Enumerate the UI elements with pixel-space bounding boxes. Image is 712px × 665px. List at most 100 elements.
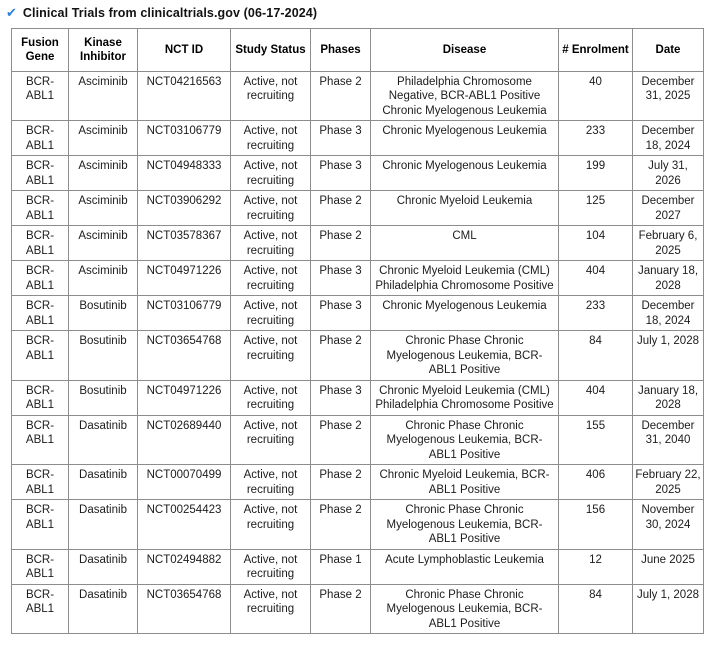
cell-fusion-gene: BCR-ABL1 bbox=[11, 260, 69, 297]
cell-phases: Phase 3 bbox=[310, 295, 371, 332]
cell-nct-id: NCT04971226 bbox=[137, 260, 231, 297]
cell-enrolment: 404 bbox=[558, 260, 633, 297]
cell-kinase-inhibitor: Asciminib bbox=[68, 260, 138, 297]
column-header-enrolment[interactable]: # Enrolment bbox=[558, 28, 633, 72]
cell-kinase-inhibitor: Asciminib bbox=[68, 155, 138, 192]
clinical-trials-table: Fusion Gene Kinase Inhibitor NCT ID Stud… bbox=[11, 28, 704, 634]
column-header-fusion-gene[interactable]: Fusion Gene bbox=[11, 28, 69, 72]
cell-date: November 30, 2024 bbox=[632, 499, 704, 550]
column-header-disease[interactable]: Disease bbox=[370, 28, 559, 72]
cell-disease: Chronic Phase Chronic Myelogenous Leukem… bbox=[370, 414, 559, 466]
cell-nct-id: NCT03106779 bbox=[137, 295, 231, 332]
cell-fusion-gene: BCR-ABL1 bbox=[11, 120, 69, 157]
cell-study-status: Active, not recruiting bbox=[230, 583, 311, 634]
table-row[interactable]: BCR-ABL1 Asciminib NCT03906292 Active, not … bbox=[11, 190, 704, 227]
cell-nct-id: NCT04971226 bbox=[137, 379, 231, 416]
cell-fusion-gene: BCR-ABL1 bbox=[11, 330, 69, 381]
table-row[interactable]: BCR-ABL1 Asciminib NCT03578367 Active, not … bbox=[11, 225, 704, 262]
cell-study-status: Active, not recruiting bbox=[230, 120, 311, 157]
cell-enrolment: 156 bbox=[558, 499, 633, 550]
column-header-kinase-inhibitor[interactable]: Kinase Inhibitor bbox=[68, 28, 138, 72]
cell-nct-id: NCT04216563 bbox=[137, 70, 231, 122]
cell-disease: Chronic Myeloid Leukemia (CML) Philadelp… bbox=[370, 379, 559, 416]
cell-nct-id: NCT00254423 bbox=[137, 499, 231, 550]
table-body: BCR-ABL1 Asciminib NCT04216563 Active, not … bbox=[11, 70, 704, 634]
cell-enrolment: 155 bbox=[558, 414, 633, 466]
column-header-phases[interactable]: Phases bbox=[310, 28, 371, 72]
cell-nct-id: NCT00070499 bbox=[137, 464, 231, 501]
cell-phases: Phase 2 bbox=[310, 225, 371, 262]
table-row[interactable]: BCR-ABL1 Bosutinib NCT03106779 Active, not … bbox=[11, 295, 704, 332]
cell-study-status: Active, not recruiting bbox=[230, 464, 311, 501]
cell-disease: Chronic Myelogenous Leukemia bbox=[370, 155, 559, 192]
cell-enrolment: 84 bbox=[558, 583, 633, 634]
cell-phases: Phase 2 bbox=[310, 330, 371, 381]
cell-enrolment: 104 bbox=[558, 225, 633, 262]
cell-enrolment: 233 bbox=[558, 120, 633, 157]
cell-kinase-inhibitor: Dasatinib bbox=[68, 583, 138, 634]
table-row[interactable]: BCR-ABL1 Dasatinib NCT00254423 Active, not … bbox=[11, 499, 704, 550]
cell-fusion-gene: BCR-ABL1 bbox=[11, 414, 69, 466]
table-row[interactable]: BCR-ABL1 Dasatinib NCT00070499 Active, not … bbox=[11, 464, 704, 501]
page-title: Clinical Trials from clinicaltrials.gov … bbox=[22, 6, 318, 20]
cell-phases: Phase 2 bbox=[310, 499, 371, 550]
cell-kinase-inhibitor: Asciminib bbox=[68, 225, 138, 262]
cell-enrolment: 40 bbox=[558, 70, 633, 122]
cell-fusion-gene: BCR-ABL1 bbox=[11, 225, 69, 262]
cell-study-status: Active, not recruiting bbox=[230, 548, 311, 585]
cell-kinase-inhibitor: Bosutinib bbox=[68, 295, 138, 332]
column-header-study-status[interactable]: Study Status bbox=[230, 28, 311, 72]
table-row[interactable]: BCR-ABL1 Asciminib NCT04971226 Active, not … bbox=[11, 260, 704, 297]
column-header-nct-id[interactable]: NCT ID bbox=[137, 28, 231, 72]
table-row[interactable]: BCR-ABL1 Dasatinib NCT02689440 Active, not … bbox=[11, 414, 704, 466]
cell-disease: CML bbox=[370, 225, 559, 262]
cell-kinase-inhibitor: Asciminib bbox=[68, 70, 138, 122]
column-header-date[interactable]: Date bbox=[632, 28, 704, 72]
cell-kinase-inhibitor: Dasatinib bbox=[68, 548, 138, 585]
cell-study-status: Active, not recruiting bbox=[230, 330, 311, 381]
cell-study-status: Active, not recruiting bbox=[230, 190, 311, 227]
table-row[interactable]: BCR-ABL1 Dasatinib NCT02494882 Active, not … bbox=[11, 548, 704, 585]
cell-study-status: Active, not recruiting bbox=[230, 225, 311, 262]
cell-enrolment: 404 bbox=[558, 379, 633, 416]
cell-study-status: Active, not recruiting bbox=[230, 260, 311, 297]
table-row[interactable]: BCR-ABL1 Dasatinib NCT03654768 Active, not … bbox=[11, 583, 704, 634]
cell-fusion-gene: BCR-ABL1 bbox=[11, 379, 69, 416]
cell-disease: Chronic Myelogenous Leukemia bbox=[370, 295, 559, 332]
table-row[interactable]: BCR-ABL1 Asciminib NCT04216563 Active, not … bbox=[11, 70, 704, 122]
cell-fusion-gene: BCR-ABL1 bbox=[11, 295, 69, 332]
cell-kinase-inhibitor: Dasatinib bbox=[68, 464, 138, 501]
cell-fusion-gene: BCR-ABL1 bbox=[11, 583, 69, 634]
cell-disease: Chronic Myelogenous Leukemia bbox=[370, 120, 559, 157]
cell-study-status: Active, not recruiting bbox=[230, 499, 311, 550]
cell-date: June 2025 bbox=[632, 548, 704, 585]
cell-phases: Phase 2 bbox=[310, 414, 371, 466]
cell-fusion-gene: BCR-ABL1 bbox=[11, 548, 69, 585]
cell-study-status: Active, not recruiting bbox=[230, 379, 311, 416]
cell-enrolment: 233 bbox=[558, 295, 633, 332]
cell-fusion-gene: BCR-ABL1 bbox=[11, 190, 69, 227]
cell-enrolment: 125 bbox=[558, 190, 633, 227]
cell-enrolment: 84 bbox=[558, 330, 633, 381]
table-row[interactable]: BCR-ABL1 Bosutinib NCT04971226 Active, not … bbox=[11, 379, 704, 416]
checkmark-icon: ✔ bbox=[6, 4, 17, 20]
table-row[interactable]: BCR-ABL1 Asciminib NCT04948333 Active, not … bbox=[11, 155, 704, 192]
cell-phases: Phase 3 bbox=[310, 155, 371, 192]
cell-disease: Philadelphia Chromosome Negative, BCR-AB… bbox=[370, 70, 559, 122]
table-row[interactable]: BCR-ABL1 Bosutinib NCT03654768 Active, not … bbox=[11, 330, 704, 381]
cell-enrolment: 406 bbox=[558, 464, 633, 501]
cell-fusion-gene: BCR-ABL1 bbox=[11, 70, 69, 122]
cell-study-status: Active, not recruiting bbox=[230, 414, 311, 466]
cell-enrolment: 12 bbox=[558, 548, 633, 585]
table-row[interactable]: BCR-ABL1 Asciminib NCT03106779 Active, not … bbox=[11, 120, 704, 157]
cell-nct-id: NCT03578367 bbox=[137, 225, 231, 262]
cell-date: July 1, 2028 bbox=[632, 583, 704, 634]
cell-date: December 18, 2024 bbox=[632, 120, 704, 157]
cell-disease: Chronic Myeloid Leukemia bbox=[370, 190, 559, 227]
cell-date: February 22, 2025 bbox=[632, 464, 704, 501]
cell-study-status: Active, not recruiting bbox=[230, 295, 311, 332]
cell-kinase-inhibitor: Dasatinib bbox=[68, 499, 138, 550]
cell-kinase-inhibitor: Asciminib bbox=[68, 120, 138, 157]
cell-nct-id: NCT03106779 bbox=[137, 120, 231, 157]
cell-date: December 18, 2024 bbox=[632, 295, 704, 332]
